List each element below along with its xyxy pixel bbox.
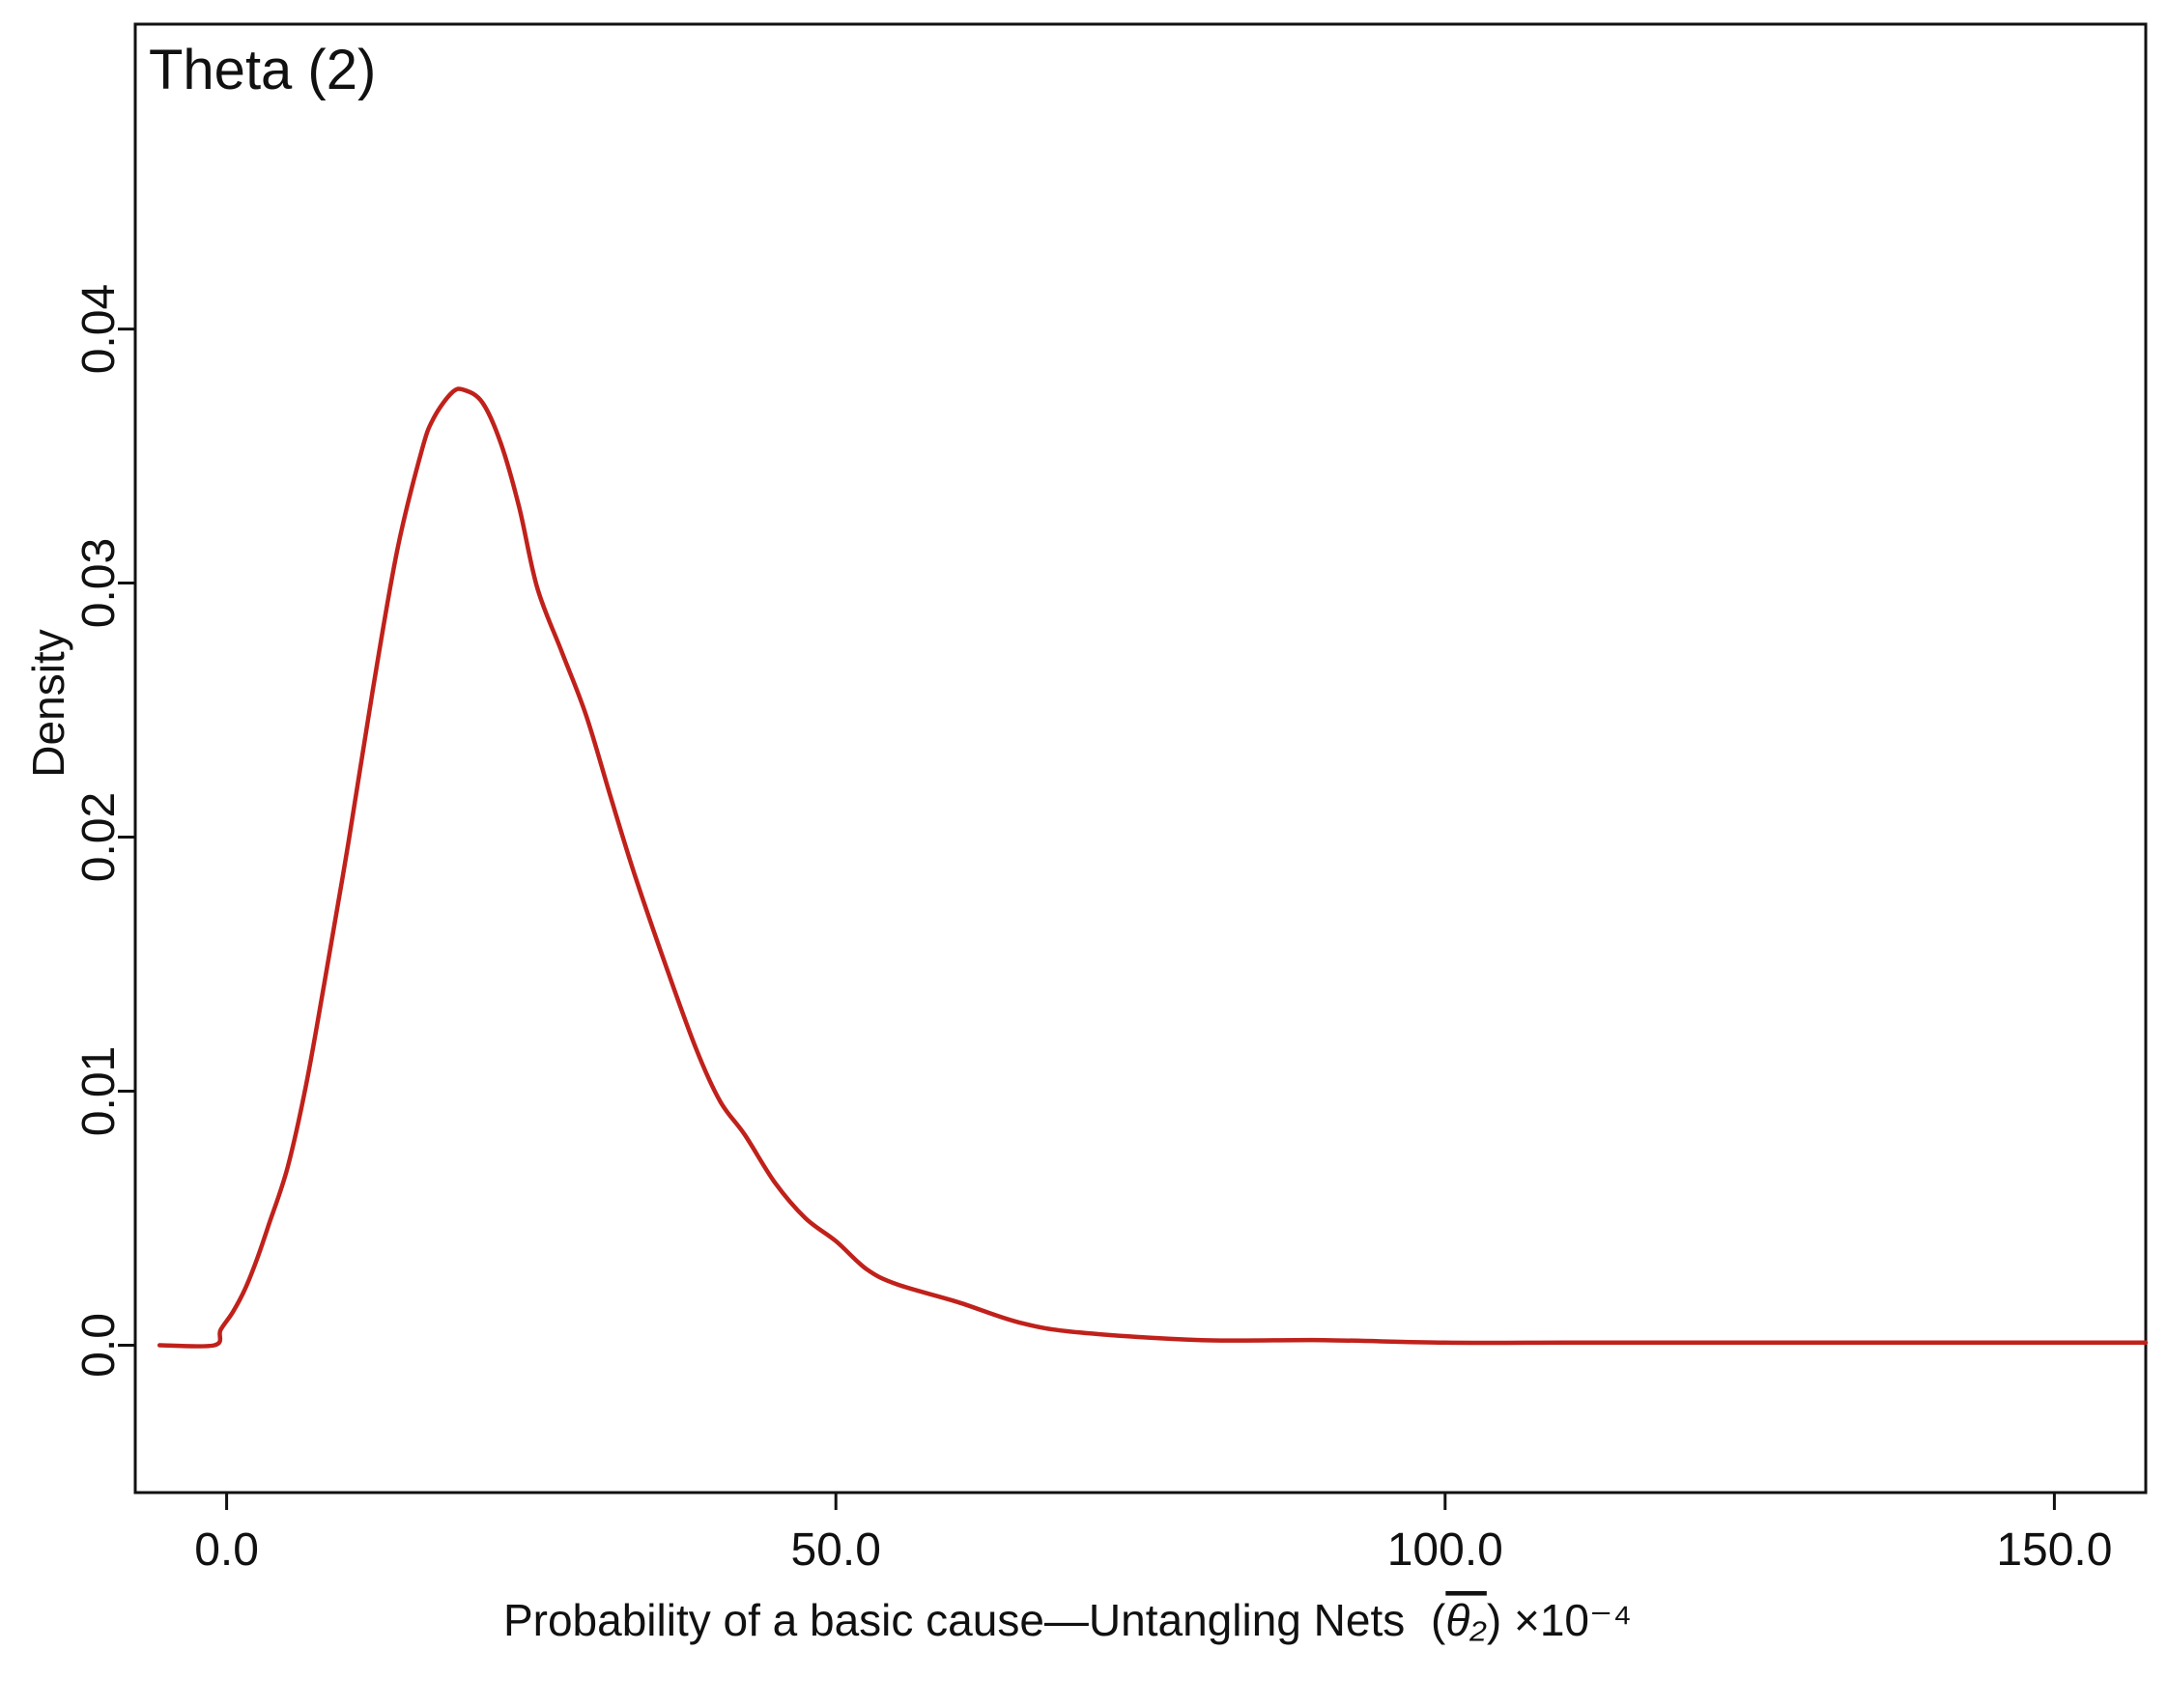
chart-title: Theta (2)	[149, 39, 376, 101]
y-tick-label: 0.01	[73, 1046, 125, 1136]
density-curve	[157, 386, 2149, 1349]
x-tick-label: 50.0	[790, 1524, 880, 1576]
y-tick-label: 0.02	[73, 792, 125, 882]
x-tick-label: 150.0	[1996, 1524, 2112, 1576]
x-axis-title-text: Probability of a basic cause—Untangling …	[503, 1595, 1405, 1645]
x-axis-title: Probability of a basic cause—Untangling …	[503, 1595, 1632, 1645]
y-tick-label: 0.0	[73, 1313, 125, 1378]
x-axis-scale: ×10⁻⁴	[1514, 1595, 1632, 1645]
x-axis-title-paren: )	[1487, 1595, 1514, 1645]
theta-symbol: θ₂	[1445, 1595, 1487, 1645]
plot-area: 0.0 50.0 100.0 150.0 0.0 0.01 0.02 0.03 0.04	[73, 22, 2149, 1576]
y-tick-label: 0.03	[73, 538, 125, 628]
y-tick-label: 0.04	[73, 284, 125, 374]
plot-frame	[133, 22, 2148, 1494]
y-axis-title: Density	[23, 629, 73, 777]
x-tick-label: 0.0	[194, 1524, 259, 1576]
x-tick-label: 100.0	[1387, 1524, 1503, 1576]
x-axis-title-symbol: (	[1431, 1595, 1446, 1645]
